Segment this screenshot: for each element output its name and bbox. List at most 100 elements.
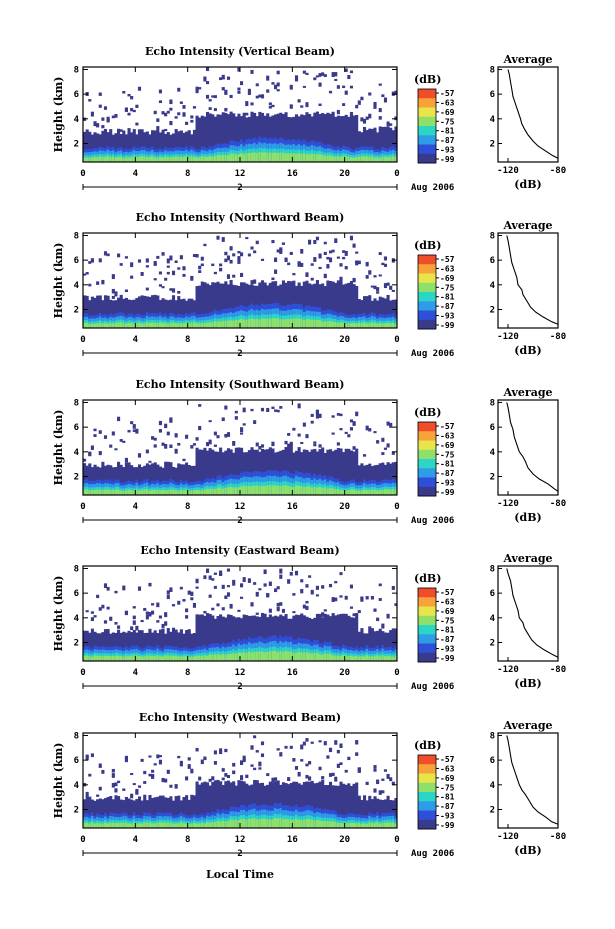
- colorbar-swatch: [418, 486, 436, 492]
- colorbar-swatch: [418, 459, 436, 465]
- heatmap-cell: [310, 487, 314, 495]
- heatmap-cell: [153, 278, 157, 281]
- heatmap-cell: [289, 84, 293, 90]
- colorbar-tick-label: -99: [440, 321, 455, 330]
- heatmap-cell: [122, 157, 126, 162]
- heatmap-cell: [166, 157, 170, 162]
- heatmap-cell: [224, 434, 228, 438]
- heatmap-cell: [130, 421, 134, 425]
- heatmap-cell: [148, 296, 152, 328]
- heatmap-cell: [198, 614, 202, 661]
- heatmap-cell: [344, 448, 348, 495]
- heatmap-cell: [182, 266, 186, 271]
- heatmap-cell: [266, 593, 270, 598]
- heatmap-cell: [98, 823, 102, 828]
- heatmap-cell: [96, 822, 100, 828]
- heatmap-cell: [224, 748, 228, 753]
- heatmap-cell: [310, 589, 314, 595]
- heatmap-cell: [137, 630, 142, 661]
- heatmap-cell: [156, 489, 160, 495]
- heatmap-cell: [93, 323, 97, 328]
- heatmap-cell: [148, 755, 152, 758]
- heatmap-cell: [179, 156, 183, 162]
- colorbar-swatch: [418, 792, 436, 798]
- heatmap-cell: [221, 283, 225, 328]
- heatmap-cell: [232, 762, 236, 767]
- heatmap-cell: [381, 262, 385, 266]
- heatmap-cell: [368, 656, 372, 661]
- heatmap-cell: [381, 790, 385, 794]
- heatmap-cell: [381, 623, 385, 629]
- heatmap-cell: [124, 256, 128, 259]
- heatmap-cell: [336, 448, 340, 495]
- heatmap-cell: [355, 115, 359, 162]
- heatmap-cell: [360, 322, 364, 328]
- heatmap-cell: [237, 487, 241, 495]
- heatmap-cell: [232, 819, 236, 828]
- heatmap-cell: [103, 655, 108, 661]
- heatmap-cell: [224, 781, 228, 828]
- heatmap-cell: [318, 820, 322, 828]
- heatmap-cell: [111, 431, 115, 436]
- heatmap-cell: [182, 599, 186, 602]
- heatmap-cell: [308, 154, 312, 162]
- heatmap-cell: [221, 452, 225, 495]
- heatmap-cell: [111, 490, 115, 495]
- heatmap-cell: [271, 650, 275, 661]
- colorbar-swatch: [418, 764, 436, 770]
- heatmap-cell: [114, 622, 118, 625]
- heatmap-cell: [240, 583, 244, 588]
- heatmap-cell: [352, 243, 356, 248]
- heatmap-cell: [260, 486, 265, 495]
- heatmap-cell: [342, 116, 346, 162]
- heatmap-cell: [158, 100, 162, 104]
- heatmap-cell: [203, 282, 207, 328]
- heatmap-cell: [132, 629, 136, 661]
- heatmap-cell: [355, 411, 359, 417]
- heatmap-cell: [208, 613, 212, 661]
- avg-frame: [497, 565, 559, 662]
- colorbar-swatch: [418, 130, 436, 136]
- heatmap-cell: [378, 463, 382, 495]
- colorbar-tick-label: -69: [440, 274, 455, 283]
- heatmap-cell: [250, 602, 254, 607]
- heatmap-cell: [145, 614, 149, 620]
- heatmap-cell: [195, 655, 199, 661]
- heatmap-cell: [88, 823, 92, 828]
- heatmap-cell: [352, 451, 356, 495]
- heatmap-cell: [284, 282, 288, 328]
- heatmap-cell: [323, 273, 327, 279]
- heatmap-cell: [161, 157, 165, 162]
- heatmap-cell: [263, 318, 267, 328]
- heatmap-cell: [260, 753, 265, 758]
- heatmap-cell: [336, 256, 340, 259]
- heatmap-cell: [250, 486, 254, 495]
- heatmap-cell: [211, 615, 215, 661]
- heatmap-cell: [349, 489, 354, 495]
- heatmap-cell: [263, 569, 267, 575]
- heatmap-cell: [187, 764, 191, 769]
- heatmap-cell: [326, 755, 330, 759]
- heatmap-cell: [224, 251, 228, 256]
- heatmap-cell: [237, 319, 241, 328]
- heatmap-cell: [336, 115, 340, 162]
- heatmap-cell: [344, 490, 348, 495]
- heatmap-cell: [114, 133, 118, 162]
- heatmap-cell: [247, 485, 251, 495]
- heatmap-cell: [137, 86, 142, 91]
- heatmap-cell: [164, 489, 168, 495]
- heatmap-cell: [156, 130, 160, 162]
- heatmap-cell: [276, 606, 280, 612]
- heatmap-cell: [103, 489, 108, 495]
- x-tick-label: 0: [80, 502, 85, 512]
- heatmap-cell: [192, 633, 197, 661]
- heatmap-cell: [106, 796, 110, 828]
- heatmap-cell: [373, 431, 377, 434]
- avg-y-tick-label: 4: [490, 614, 496, 624]
- heatmap-cell: [179, 299, 183, 328]
- heatmap-cell: [93, 434, 97, 437]
- colorbar-swatch: [418, 445, 436, 451]
- heatmap-cell: [242, 154, 246, 162]
- heatmap-cell: [376, 655, 380, 661]
- heatmap-cell: [376, 323, 380, 328]
